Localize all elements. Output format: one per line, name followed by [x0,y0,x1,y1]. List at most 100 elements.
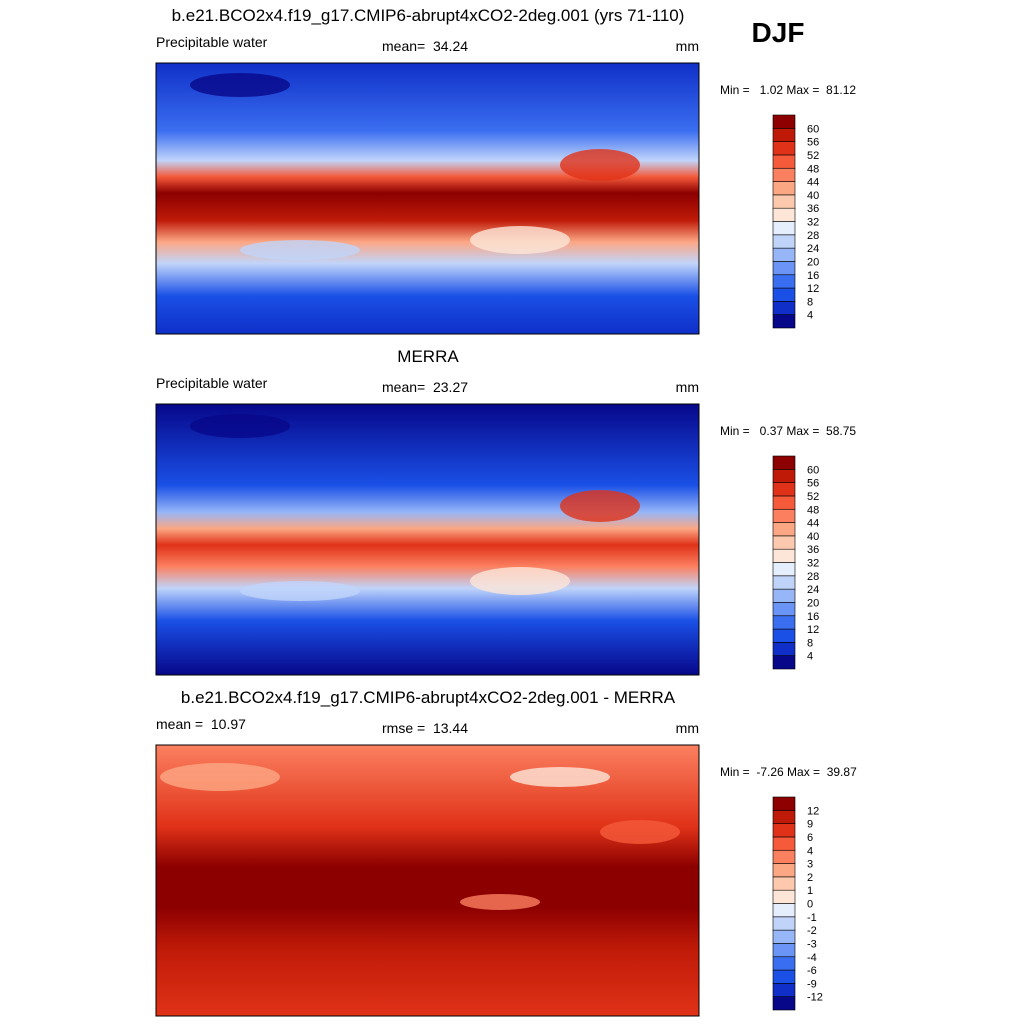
map-field [156,63,699,334]
colorbar-box [772,615,796,630]
map-feature [240,581,360,601]
colorbar-box [772,916,796,931]
map-field [156,745,699,1016]
colorbar-box [772,655,796,670]
colorbar-label: 56 [807,137,819,149]
colorbar-box [772,261,796,276]
colorbar-box [772,943,796,958]
colorbar-label: 20 [807,597,819,609]
panel-title: MERRA [397,347,459,366]
map-feature [470,567,570,595]
map-field [156,404,699,675]
colorbar-box [772,167,796,182]
map-frame [155,403,700,676]
colorbar-box [772,247,796,262]
colorbar-label: 52 [807,491,819,503]
colorbar-box [772,876,796,891]
season-label: DJF [752,17,805,48]
colorbar-box [772,495,796,510]
colorbar-label: 32 [807,217,819,229]
colorbar-label: 52 [807,150,819,162]
range-label: Min = 0.37 Max = 58.75 [720,424,856,438]
colorbar-box [772,796,796,811]
colorbar-box [772,508,796,523]
colorbar-box [772,996,796,1011]
colorbar-box [772,983,796,997]
map-feature [510,767,610,787]
colorbar-box [772,181,796,196]
colorbar-label: 6 [807,832,813,844]
range-label: Min = 1.02 Max = 81.12 [720,83,856,97]
colorbar-box [772,301,796,315]
colorbar-label: 44 [807,518,819,530]
unit-label: mm [676,379,699,395]
colorbar-box [772,969,796,984]
colorbar-label: -3 [807,938,817,950]
colorbar-label: 40 [807,190,819,202]
colorbar-box [772,548,796,563]
colorbar-label: -6 [807,965,817,977]
colorbar-label: 12 [807,283,819,295]
colorbar-label: 60 [807,464,819,476]
colorbar-label: 16 [807,270,819,282]
colorbar-label: 16 [807,611,819,623]
colorbar-label: 56 [807,478,819,490]
colorbar-label: 0 [807,899,813,911]
range-label: Min = -7.26 Max = 39.87 [720,765,857,779]
colorbar-label: 28 [807,571,819,583]
map-feature [560,149,640,181]
colorbar-box [772,929,796,944]
colorbar-box [772,628,796,643]
colorbar-box [772,141,796,156]
map-frame [155,744,700,1017]
unit-label: mm [676,38,699,54]
colorbar-box [772,154,796,169]
colorbar-label: 1 [807,885,813,897]
panel-title: b.e21.BCO2x4.f19_g17.CMIP6-abrupt4xCO2-2… [172,6,685,25]
left-label: Precipitable water [156,375,268,391]
colorbar-label: 48 [807,504,819,516]
map-feature [160,763,280,791]
center-label: mean= 23.27 [382,379,468,395]
colorbar-label: 3 [807,859,813,871]
colorbar-label: -9 [807,978,817,990]
map-feature [460,894,540,910]
colorbar-box [772,535,796,550]
colorbar-label: 36 [807,203,819,215]
left-label: mean = 10.97 [156,716,246,732]
colorbar-label: 48 [807,163,819,175]
colorbar-label: 44 [807,177,819,189]
colorbar-label: -12 [807,992,823,1004]
colorbar-box [772,588,796,603]
colorbar-label: 20 [807,256,819,268]
colorbar-label: 32 [807,558,819,570]
colorbar-label: 8 [807,637,813,649]
colorbar-label: 12 [807,805,819,817]
colorbar-label: 2 [807,872,813,884]
colorbar-label: 8 [807,296,813,308]
left-label: Precipitable water [156,34,268,50]
colorbar-box [772,221,796,236]
map-frame [155,62,700,335]
colorbar-label: 12 [807,624,819,636]
colorbar-label: -4 [807,952,817,964]
colorbar-box [772,642,796,656]
colorbar-box [772,889,796,904]
unit-label: mm [676,720,699,736]
map-feature [240,240,360,260]
colorbar-label: -1 [807,912,817,924]
colorbar-box [772,287,796,302]
colorbar-box [772,823,796,838]
colorbar-box [772,849,796,864]
colorbar-box [772,482,796,497]
colorbar-box [772,455,796,470]
colorbar-box [772,314,796,329]
colorbar-label: 24 [807,584,819,596]
colorbar-box [772,194,796,209]
colorbar-box [772,114,796,129]
panel-title: b.e21.BCO2x4.f19_g17.CMIP6-abrupt4xCO2-2… [181,688,676,707]
map-feature [190,414,290,438]
colorbar-label: 60 [807,123,819,135]
colorbar-box [772,602,796,617]
